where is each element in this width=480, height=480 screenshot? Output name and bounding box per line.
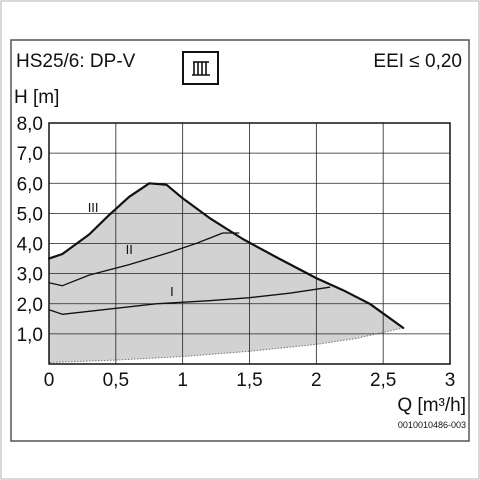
curve-line-iii — [47, 182, 405, 329]
x-axis-label: Q [m³/h] — [397, 395, 466, 416]
operating-range-area — [49, 183, 404, 363]
chart-panel-frame — [10, 39, 470, 442]
y-tick-label: 5,0 — [17, 204, 43, 225]
x-tick-label: 2 — [311, 370, 322, 391]
y-tick-label: 8,0 — [17, 114, 43, 135]
y-tick-label: 6,0 — [17, 174, 43, 195]
x-tick-label: 3 — [445, 370, 456, 391]
y-axis-label: H [m] — [14, 87, 59, 108]
bar-pattern-icon — [182, 51, 219, 85]
x-tick-label: 1,5 — [236, 370, 262, 391]
model-title: HS25/6: DP-V — [16, 51, 136, 72]
x-tick-label: 2,5 — [370, 370, 396, 391]
curve-label-ii: II — [126, 242, 133, 257]
x-tick-label: 0 — [44, 370, 55, 391]
y-tick-label: 7,0 — [17, 144, 43, 165]
eei-label: EEI ≤ 0,20 — [373, 51, 462, 72]
y-tick-label: 4,0 — [17, 235, 43, 256]
y-tick-label: 2,0 — [17, 295, 43, 316]
curve-line-ii — [48, 232, 240, 287]
x-tick-label: 0,5 — [103, 370, 129, 391]
plot-border — [48, 122, 451, 365]
curve-label-i: I — [170, 284, 174, 299]
y-tick-label: 3,0 — [17, 265, 43, 286]
x-tick-label: 1 — [177, 370, 188, 391]
y-tick-label: 1,0 — [17, 325, 43, 346]
curve-label-iii: III — [88, 200, 99, 215]
image-code: 0010010486-003 — [398, 420, 466, 430]
curve-line-i — [48, 286, 331, 315]
